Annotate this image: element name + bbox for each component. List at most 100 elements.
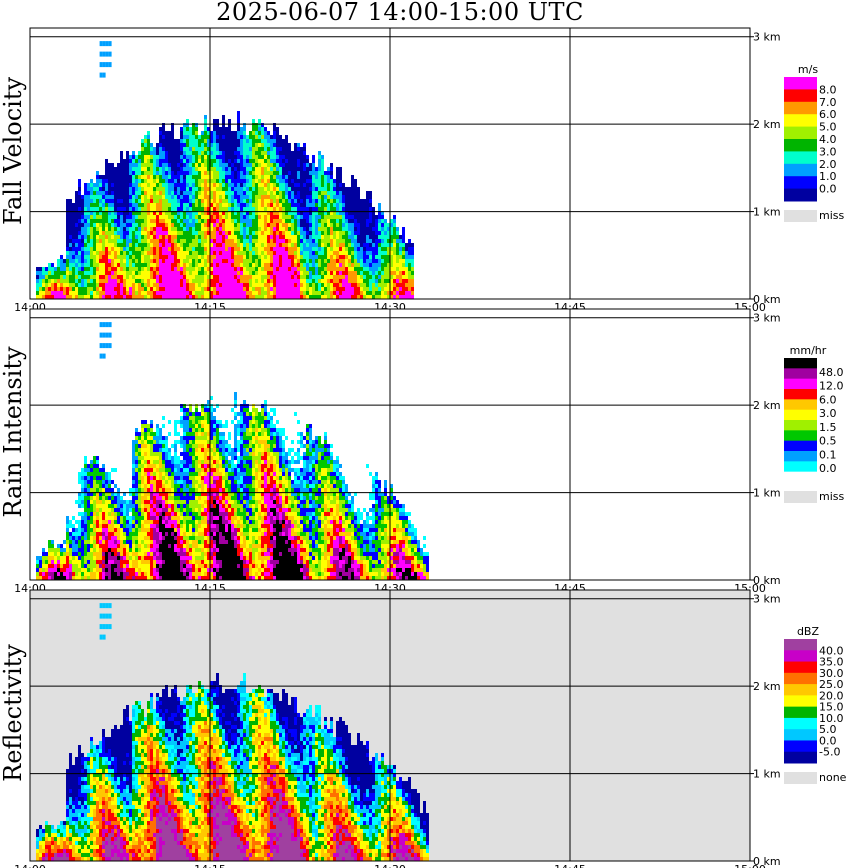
- legend-swatch: [784, 163, 817, 177]
- x-tick-label: 14:45: [554, 863, 586, 868]
- y-tick-label: 0 km: [753, 855, 781, 868]
- legend-swatch: [784, 188, 817, 202]
- legend-level: 35.0: [819, 656, 844, 669]
- legend-swatch: [784, 471, 817, 483]
- y-tick-label: 1 km: [753, 768, 781, 781]
- legend-swatch: [784, 420, 817, 431]
- legend-level: 0.0: [819, 462, 837, 475]
- echo-field: [36, 41, 414, 299]
- legend-swatch: [784, 451, 817, 462]
- legend-swatch: [784, 695, 817, 708]
- panel-rain-intensity: 14:00 14:15 14:30 14:45 15:00 0 km 1 km 2 km 3 k…: [0, 301, 850, 595]
- y-tick-label: 2 km: [753, 118, 781, 131]
- legend-missing-swatch: [784, 210, 817, 222]
- legend-missing-swatch: [784, 772, 817, 784]
- x-tick-label: 14:15: [194, 863, 226, 868]
- legend-swatch: [784, 77, 817, 90]
- legend-level: 7.0: [819, 96, 837, 109]
- legend-missing-swatch: [784, 491, 817, 503]
- plot-frame: [29, 308, 751, 581]
- legend-swatch: [784, 639, 817, 651]
- x-tick-label: 15:00: [734, 863, 766, 868]
- legend-level: 3.0: [819, 145, 837, 158]
- legend-unit: m/s: [798, 63, 818, 76]
- legend-swatch: [784, 139, 817, 152]
- legend-swatch: [784, 751, 817, 764]
- legend-level: 0.1: [819, 448, 837, 461]
- legend-level: 1.5: [819, 421, 837, 434]
- legend-swatch: [784, 358, 817, 369]
- legend-swatch: [784, 684, 817, 696]
- legend-swatch: [784, 461, 817, 473]
- legend-swatch: [784, 176, 817, 190]
- legend-swatch: [784, 368, 817, 380]
- legend-swatch: [784, 729, 817, 741]
- legend-level: 8.0: [819, 83, 837, 96]
- panel-fall-velocity: 14:00 14:15 14:30 14:45 15:00 0 km 1 km 2 km 3 k…: [0, 20, 850, 314]
- legend-level: 5.0: [819, 723, 837, 736]
- legend-swatch: [784, 409, 817, 421]
- y-tick-label: 3 km: [753, 593, 781, 606]
- legend-level: 15.0: [819, 701, 844, 714]
- y-tick-label: 2 km: [753, 680, 781, 693]
- legend-swatch: [784, 389, 817, 400]
- legend-swatch: [784, 378, 817, 390]
- page-title: 2025-06-07 14:00-15:00 UTC: [216, 0, 584, 26]
- legend-level: 48.0: [819, 366, 844, 379]
- legend-swatch: [784, 706, 817, 719]
- ylabel-fall-velocity: Fall Velocity: [0, 76, 27, 226]
- legend-swatch: [784, 89, 817, 103]
- legend-unit: dBZ: [797, 625, 820, 638]
- legend-missing-label: miss: [819, 490, 845, 503]
- legend-swatch: [784, 399, 817, 411]
- echo-field: [36, 603, 429, 861]
- echo-field: [36, 322, 429, 580]
- legend-level: 25.0: [819, 678, 844, 691]
- legend-swatch: [784, 440, 817, 452]
- legend-missing-label: miss: [819, 209, 845, 222]
- legend-swatch: [784, 126, 817, 140]
- legend-swatch: [784, 650, 817, 663]
- legend-level: 0.5: [819, 435, 837, 448]
- legend-level: 0.0: [819, 183, 837, 196]
- y-tick-label: 3 km: [753, 31, 781, 44]
- legend-swatch: [784, 672, 817, 685]
- legend-level: 40.0: [819, 644, 844, 657]
- legend-level: 0.0: [819, 734, 837, 747]
- y-tick-label: 1 km: [753, 487, 781, 500]
- panel-reflectivity: 14:00 14:15 14:30 14:45 15:000 km 1 km 2 km 3 k…: [0, 582, 850, 868]
- y-tick-label: 2 km: [753, 399, 781, 412]
- legend-unit: mm/hr: [790, 344, 827, 357]
- legend-level: 6.0: [819, 108, 837, 121]
- legend-level: 3.0: [819, 407, 837, 420]
- legend-swatch: [784, 151, 817, 165]
- chart-reflectivity: 14:00 14:15 14:30 14:45 15:000 km 1 km 2 km 3 k…: [14, 589, 847, 868]
- legend-swatch: [784, 661, 817, 674]
- x-tick-label: 14:30: [374, 863, 406, 868]
- legend-level: 4.0: [819, 133, 837, 146]
- legend-level: 20.0: [819, 689, 844, 702]
- legend-level: 10.0: [819, 712, 844, 725]
- legend-level: 30.0: [819, 667, 844, 680]
- legend-level: 6.0: [819, 393, 837, 406]
- legend-swatch: [784, 114, 817, 128]
- legend-missing-label: none: [819, 771, 847, 784]
- y-tick-label: 0 km: [753, 293, 781, 306]
- y-tick-label: 0 km: [753, 574, 781, 587]
- chart-fall-velocity: 14:00 14:15 14:30 14:45 15:000 km1 km2 km3 k…: [14, 27, 845, 314]
- plot-frame: [29, 27, 751, 300]
- legend-swatch: [784, 101, 817, 115]
- legend-level: -5.0: [819, 746, 840, 759]
- legend-level: 5.0: [819, 121, 837, 134]
- ylabel-reflectivity: Reflectivity: [0, 644, 27, 782]
- legend-level: 12.0: [819, 380, 844, 393]
- ylabel-rain-intensity: Rain Intensity: [0, 346, 27, 518]
- legend-swatch: [784, 740, 817, 753]
- y-tick-label: 1 km: [753, 206, 781, 219]
- legend-level: 2.0: [819, 158, 837, 171]
- legend-swatch: [784, 717, 817, 730]
- chart-rain-intensity: 14:00 14:15 14:30 14:45 15:000 km1 km2 km3 k…: [14, 308, 845, 595]
- y-tick-label: 3 km: [753, 312, 781, 325]
- plot-frame: [29, 589, 751, 862]
- legend-level: 1.0: [819, 170, 837, 183]
